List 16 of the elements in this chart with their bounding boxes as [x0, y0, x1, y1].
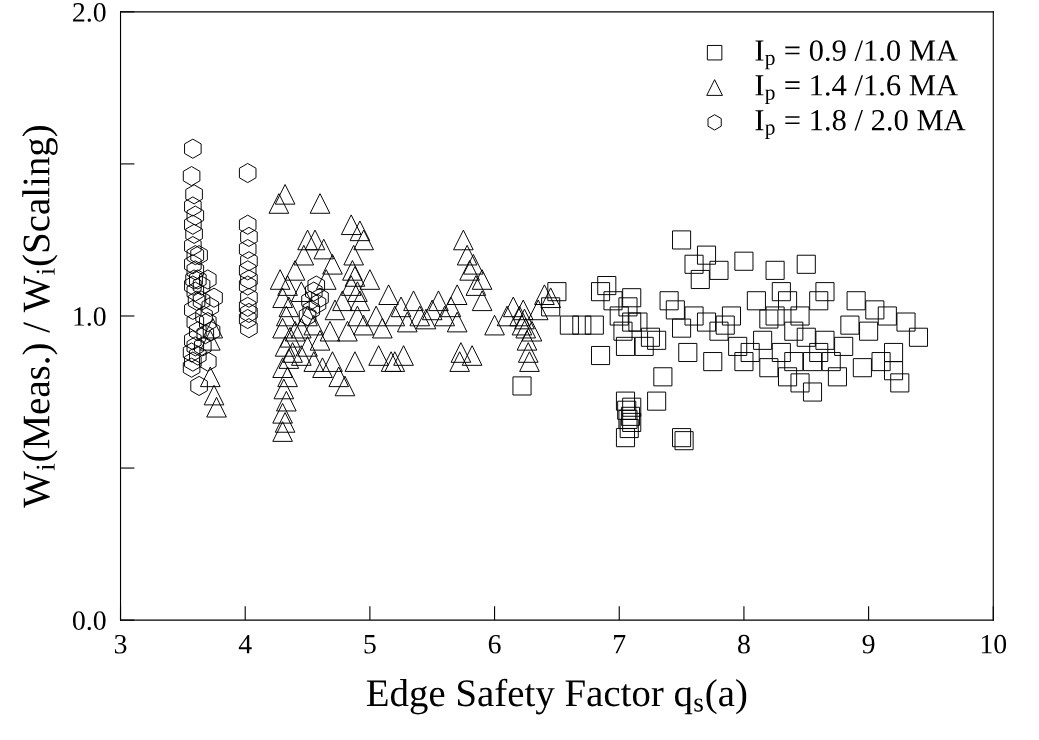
y-tick-label: 0.0 — [72, 611, 106, 631]
x-tick-label: 5 — [364, 635, 376, 654]
legend-label: I$_{p}$ = 1.8 / 2.0 MA — [755, 109, 966, 140]
x-tick-label: 8 — [738, 634, 750, 654]
x-tick-label: 9 — [862, 634, 875, 654]
y-axis-title: W$_{i}$(Meas.) / W$_{i}$(Scaling) — [22, 126, 58, 508]
x-tick-label: 3 — [114, 634, 127, 654]
x-axis-title: Edge Safety Factor q$_{s}$(a) — [366, 678, 747, 715]
y-tick-label: 2.0 — [73, 3, 106, 22]
x-tick-label: 10 — [981, 634, 1007, 654]
x-tick-label: 7 — [614, 635, 626, 654]
legend-label: I$_{p}$ = 1.4 /1.6 MA — [755, 75, 958, 105]
x-tick-label: 6 — [488, 634, 501, 654]
legend-label: I$_{p}$ = 0.9 /1.0 MA — [755, 40, 958, 70]
x-tick-label: 4 — [238, 635, 252, 654]
y-tick-label: 1.0 — [74, 307, 106, 327]
